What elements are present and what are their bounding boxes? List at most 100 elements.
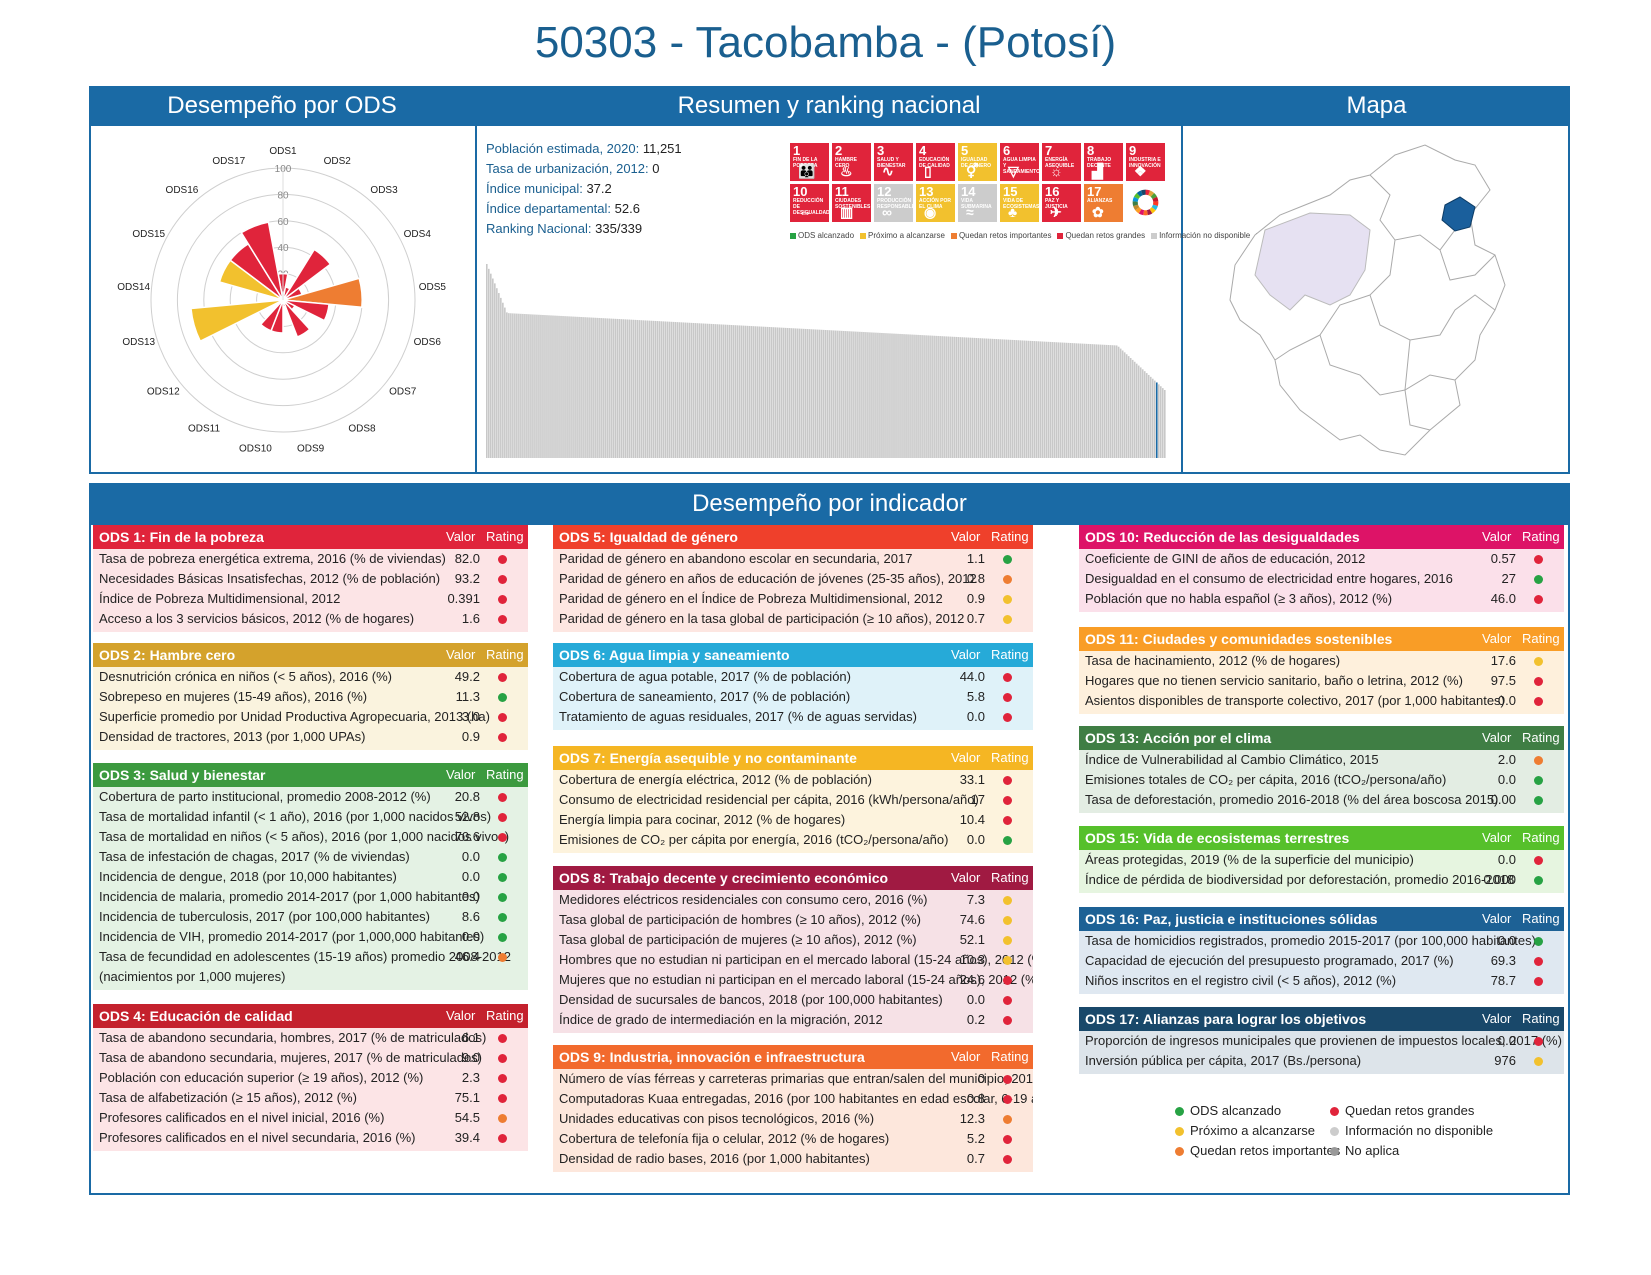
ranking-bar xyxy=(885,333,887,458)
ranking-bar xyxy=(995,339,998,458)
ranking-bar xyxy=(851,331,853,458)
ranking-bar xyxy=(947,336,949,458)
dove-icon: ✈ xyxy=(1050,204,1062,220)
indicator-label: Desigualdad en el consumo de electricida… xyxy=(1085,571,1453,586)
valor-header: Valor xyxy=(1482,631,1512,646)
legend-label: Próximo a alcanzarse xyxy=(1190,1123,1315,1138)
rating-dot-red xyxy=(1534,957,1543,966)
indicator-value: 1.1 xyxy=(966,551,985,566)
ranking-bar xyxy=(812,329,815,458)
indicator-value: 82.0 xyxy=(454,551,480,566)
ranking-bar xyxy=(835,330,837,458)
ranking-bar xyxy=(694,323,697,458)
ranking-bar xyxy=(640,320,643,458)
rating-header: Rating xyxy=(991,647,1029,662)
indicator-row: Computadoras Kuaa entregadas, 2016 (por … xyxy=(553,1089,1033,1109)
ranking-bar xyxy=(780,327,783,458)
indicator-row: Sobrepeso en mujeres (15-49 años), 2016 … xyxy=(93,687,528,707)
ranking-bar xyxy=(953,336,955,458)
indicator-row: Áreas protegidas, 2019 (% de la superfic… xyxy=(1079,850,1564,870)
indicator-value: 7.3 xyxy=(966,892,985,907)
water-icon: ▽ xyxy=(1008,163,1019,179)
panel-ods4: ODS 4: Educación de calidad Valor Rating Ta… xyxy=(93,1004,528,1151)
valor-header: Valor xyxy=(951,750,981,765)
rating-dot-red xyxy=(1003,776,1012,785)
ranking-bar xyxy=(907,334,909,458)
rating-dot-red xyxy=(498,813,507,822)
ranking-bar xyxy=(1103,344,1106,458)
ranking-bar xyxy=(746,325,749,458)
ranking-bar xyxy=(1077,343,1080,458)
indicator-row: Cobertura de saneamiento, 2017 (% de pob… xyxy=(553,687,1033,707)
sdg-tile-16: 16 PAZ Y JUSTICIA ✈ xyxy=(1042,184,1081,222)
ranking-bar xyxy=(843,330,845,458)
sdg-tile-number: 10 xyxy=(793,184,808,199)
indicator-value: 3.0 xyxy=(461,709,480,724)
indicator-row: Unidades educativas con pisos tecnológic… xyxy=(553,1109,1033,1129)
section-header-indicadores: Desempeño por indicador xyxy=(89,483,1570,525)
ranking-bar xyxy=(650,320,653,458)
ranking-bar xyxy=(646,320,649,458)
indicator-label: Cobertura de telefonía fija o celular, 2… xyxy=(559,1131,890,1146)
ranking-bar xyxy=(592,317,594,458)
ranking-bar xyxy=(618,319,620,458)
ranking-bar xyxy=(798,328,801,458)
ranking-bar xyxy=(935,335,937,458)
indicator-label: Índice de Pobreza Multidimensional, 2012 xyxy=(99,591,341,606)
indicator-label: Coeficiente de GINI de años de educación… xyxy=(1085,551,1366,566)
indicator-value: 44.0 xyxy=(959,669,985,684)
indicator-label: Incidencia de malaria, promedio 2014-201… xyxy=(99,889,480,904)
ranking-bar xyxy=(1023,340,1026,458)
ranking-bar xyxy=(726,324,729,458)
summary-line: Población estimada, 2020: 11,251 xyxy=(486,139,682,159)
rating-dot-red xyxy=(498,615,507,624)
ranking-bar xyxy=(690,322,693,458)
ranking-bar xyxy=(606,318,608,458)
ranking-bar xyxy=(1045,341,1048,458)
panel-ods16: ODS 16: Paz, justicia e instituciones só… xyxy=(1079,907,1564,994)
city-icon: ▥ xyxy=(840,204,854,220)
panel-ods15: ODS 15: Vida de ecosistemas terrestres Va… xyxy=(1079,826,1564,893)
indicator-label: Acceso a los 3 servicios básicos, 2012 (… xyxy=(99,611,415,626)
ranking-bar xyxy=(1013,340,1016,458)
ranking-bar xyxy=(1143,371,1146,458)
panel-ods8: ODS 8: Trabajo decente y crecimiento eco… xyxy=(553,866,1033,1033)
ranking-bar xyxy=(1095,344,1098,458)
growth-icon: ▟ xyxy=(1092,163,1103,179)
indicator-value: 93.2 xyxy=(454,571,480,586)
ranking-bar xyxy=(1145,373,1148,458)
ranking-bar xyxy=(921,335,923,458)
ranking-bar xyxy=(915,334,917,458)
ranking-bar xyxy=(1161,388,1164,458)
ranking-bar xyxy=(800,328,803,458)
ranking-bar xyxy=(568,316,570,458)
rating-dot-red xyxy=(1534,697,1543,706)
page-title: 50303 - Tacobamba - (Potosí) xyxy=(534,18,1117,67)
indicator-value: 97.5 xyxy=(1490,673,1516,688)
indicator-value: 17.6 xyxy=(1490,653,1516,668)
panel-title: ODS 13: Acción por el clima xyxy=(1085,730,1272,746)
ranking-bar xyxy=(873,332,875,458)
sdg-tile-text: CIUDADES SOSTENIBLES xyxy=(835,198,871,210)
ranking-bar xyxy=(973,337,976,458)
indicator-value: 0.7 xyxy=(966,1151,985,1166)
ranking-bar xyxy=(790,328,793,458)
ranking-bar xyxy=(782,327,785,458)
indicator-row: Índice de pérdida de biodiversidad por d… xyxy=(1079,870,1564,890)
ranking-bar xyxy=(814,329,817,458)
indicator-value: 0.0 xyxy=(1497,1033,1516,1048)
indicator-value: 976 xyxy=(1494,1053,1516,1068)
indicator-label: Tasa de abandono secundaria, hombres, 20… xyxy=(99,1030,487,1045)
ranking-bar xyxy=(796,328,799,458)
ranking-bar xyxy=(1003,339,1006,458)
ranking-bar xyxy=(1097,344,1100,458)
indicator-label: Cobertura de energía eléctrica, 2012 (% … xyxy=(559,772,872,787)
indicator-value: 5.2 xyxy=(966,1131,985,1146)
legend-label: Quedan retos grandes xyxy=(1345,1103,1475,1118)
ranking-bar xyxy=(654,320,657,458)
ranking-bar xyxy=(702,323,705,458)
ranking-bar xyxy=(1151,378,1154,458)
map-region xyxy=(1229,144,1506,456)
ranking-bar xyxy=(664,321,667,458)
ranking-bar xyxy=(1119,348,1122,458)
